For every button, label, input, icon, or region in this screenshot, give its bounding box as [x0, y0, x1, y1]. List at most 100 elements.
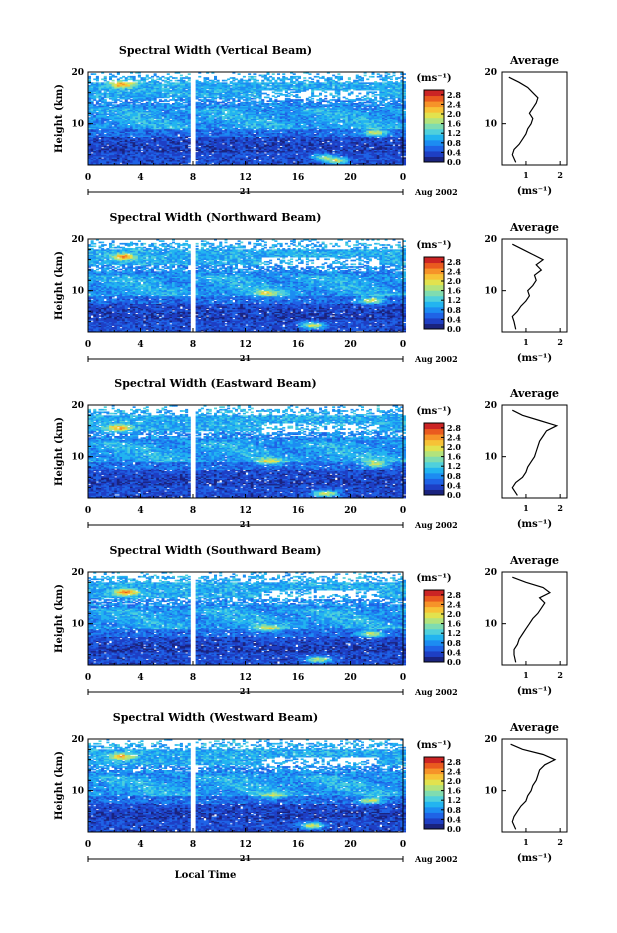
heatmap-cell	[90, 114, 94, 117]
heatmap-cell	[145, 134, 149, 136]
heatmap-cell	[101, 143, 105, 145]
heatmap-cell	[145, 106, 149, 109]
heatmap-cell	[143, 93, 147, 96]
heatmap-cell	[88, 90, 92, 92]
heatmap-cell	[140, 157, 144, 159]
heatmap-cell	[151, 81, 155, 83]
heatmap-cell	[187, 148, 191, 150]
heatmap-cell	[164, 104, 168, 106]
heatmap-cell	[114, 100, 118, 103]
heatmap-cell	[179, 103, 183, 105]
heatmap-cell	[88, 117, 92, 119]
heatmap-cell	[140, 126, 144, 128]
heatmap-cell	[98, 143, 102, 145]
heatmap-cell	[93, 73, 97, 75]
heatmap-cell	[256, 101, 260, 104]
heatmap-cell	[109, 130, 113, 132]
heatmap-cell	[116, 157, 120, 159]
heatmap-cell	[111, 110, 115, 113]
heatmap-cell	[135, 83, 139, 86]
heatmap-cell	[145, 141, 149, 144]
heatmap-cell	[219, 127, 223, 130]
heatmap-cell	[127, 121, 131, 123]
heatmap-cell	[119, 87, 123, 90]
heatmap-cell	[114, 113, 118, 116]
heatmap-cell	[114, 148, 118, 150]
heatmap-cell	[248, 73, 252, 75]
heatmap-cell	[95, 124, 99, 127]
heatmap-cell	[164, 154, 168, 157]
heatmap-cell	[88, 104, 92, 106]
heatmap-cell	[164, 149, 168, 152]
heatmap-cell	[124, 145, 128, 148]
heatmap-cell	[95, 157, 99, 159]
heatmap-cell	[143, 161, 147, 163]
heatmap-cell	[151, 130, 155, 132]
heatmap-cell	[109, 97, 113, 100]
heatmap-cell	[137, 158, 141, 161]
heatmap-cell	[219, 82, 223, 85]
heatmap-cell	[101, 108, 105, 110]
heatmap-cell	[182, 109, 186, 112]
heatmap-cell	[88, 134, 92, 136]
heatmap-cell	[166, 162, 170, 165]
heatmap-cell	[109, 108, 113, 110]
heatmap-cell	[151, 124, 155, 127]
heatmap-cell	[135, 161, 139, 163]
heatmap-cell	[95, 79, 99, 82]
heatmap-cell	[172, 130, 176, 132]
heatmap-cell	[153, 131, 157, 134]
heatmap-cell	[166, 103, 170, 105]
heatmap-cell	[88, 150, 92, 153]
heatmap-cell	[98, 113, 102, 116]
heatmap-cell	[106, 93, 110, 96]
heatmap-cell	[95, 139, 99, 141]
heatmap-cell	[172, 159, 176, 162]
heatmap-cell	[143, 140, 147, 143]
heatmap-cell	[88, 105, 92, 108]
heatmap-cell	[111, 121, 115, 123]
heatmap-cell	[151, 103, 155, 105]
heatmap-cell	[151, 141, 155, 144]
heatmap-cell	[153, 135, 157, 137]
heatmap-cell	[124, 110, 128, 113]
heatmap-cell	[88, 87, 92, 90]
heatmap-cell	[151, 93, 155, 96]
heatmap-cell	[145, 145, 149, 148]
heatmap-cell	[88, 130, 92, 132]
heatmap-cell	[127, 88, 131, 91]
heatmap-cell	[143, 158, 147, 161]
heatmap-cell	[103, 100, 107, 103]
heatmap-cell	[109, 88, 113, 91]
heatmap-cell	[101, 99, 105, 101]
heatmap-cell	[122, 141, 126, 144]
heatmap-cell	[114, 121, 118, 123]
heatmap-cell	[93, 143, 97, 145]
heatmap-cell	[98, 123, 102, 126]
heatmap-cell	[148, 137, 152, 140]
heatmap-cell	[109, 95, 113, 97]
heatmap-cell	[169, 84, 173, 87]
heatmap-cell	[156, 145, 160, 148]
heatmap-cell	[172, 122, 176, 125]
heatmap-cell	[132, 137, 136, 140]
heatmap-cell	[98, 139, 102, 141]
heatmap-cell	[103, 144, 107, 147]
heatmap-cell	[88, 106, 92, 109]
heatmap-cell	[119, 140, 123, 143]
heatmap-cell	[103, 123, 107, 126]
heatmap-cell	[172, 115, 176, 118]
heatmap-cell	[143, 95, 147, 97]
heatmap-cell	[135, 135, 139, 137]
heatmap-cell	[177, 82, 181, 85]
heatmap-cell	[143, 141, 147, 144]
heatmap-cell	[122, 136, 126, 139]
heatmap-cell	[229, 84, 233, 87]
heatmap-cell	[132, 84, 136, 87]
heatmap-cell	[221, 93, 225, 96]
heatmap-cell	[119, 155, 123, 158]
heatmap-cell	[161, 115, 165, 118]
heatmap-cell	[177, 79, 181, 82]
heatmap-cell	[153, 146, 157, 149]
heatmap-cell	[140, 128, 144, 131]
